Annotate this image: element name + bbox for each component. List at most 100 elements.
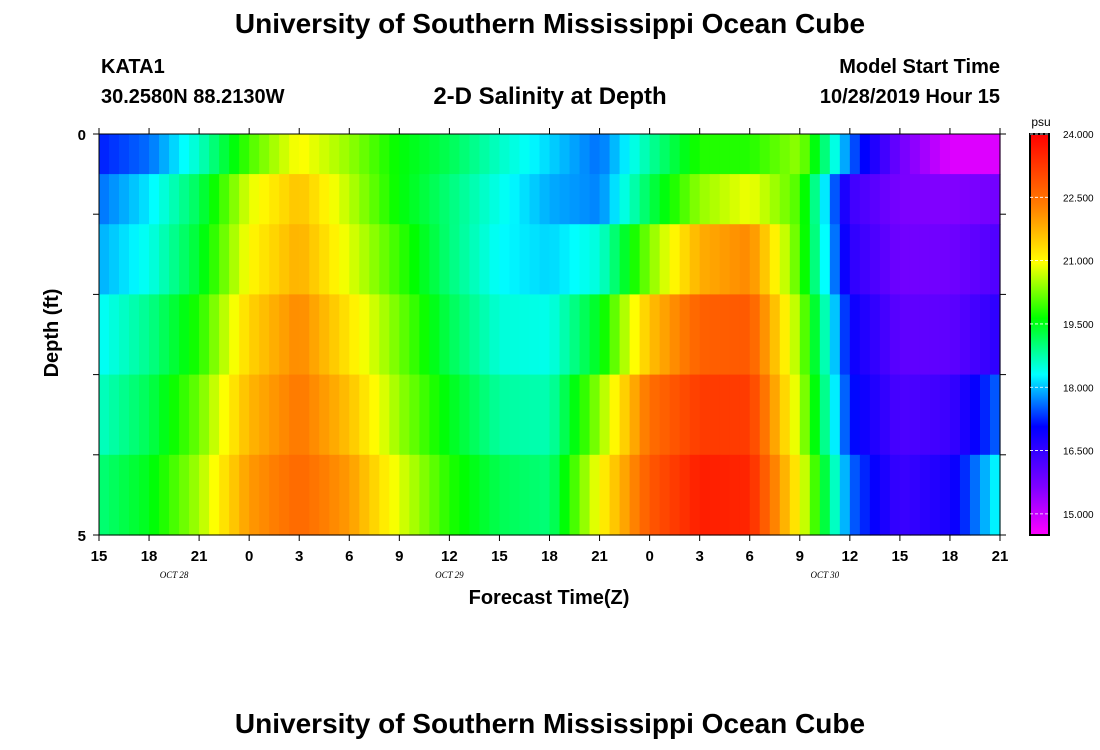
heatmap-cell: [639, 374, 651, 456]
heatmap-cell: [99, 294, 110, 376]
heatmap-cell: [159, 174, 170, 225]
heatmap-cell: [599, 374, 611, 456]
heatmap-cell: [279, 174, 290, 225]
heatmap-cell: [309, 224, 320, 295]
heatmap-cell: [479, 454, 491, 536]
heatmap-cell: [569, 374, 581, 456]
heatmap-cell: [209, 224, 220, 295]
heatmap-cell: [319, 454, 330, 536]
heatmap-cell: [909, 224, 921, 295]
heatmap-cell: [379, 174, 390, 225]
date-label: OCT 28: [160, 570, 189, 580]
x-tick-label: 21: [591, 548, 608, 565]
heatmap-cell: [749, 374, 761, 456]
heatmap-cell: [519, 374, 531, 456]
heatmap-cell: [389, 454, 400, 536]
heatmap-cell: [229, 224, 240, 295]
heatmap-cell: [789, 224, 801, 295]
heatmap-cell: [559, 174, 571, 225]
heatmap-cell: [979, 294, 991, 376]
heatmap-cell: [769, 174, 781, 225]
heatmap-cell: [319, 134, 330, 175]
heatmap-cell: [919, 294, 931, 376]
heatmap-cell: [669, 374, 681, 456]
heatmap-cell: [169, 454, 180, 536]
heatmap-cell: [399, 454, 410, 536]
heatmap-cell: [679, 174, 691, 225]
heatmap-cell: [829, 294, 841, 376]
heatmap-cell: [149, 174, 160, 225]
heatmap-cell: [719, 374, 731, 456]
heatmap-cell: [799, 224, 811, 295]
heatmap-cell: [789, 294, 801, 376]
heatmap-cell: [419, 224, 430, 295]
heatmap-cell: [709, 174, 721, 225]
heatmap-cell: [549, 454, 561, 536]
heatmap-cell: [619, 224, 631, 295]
heatmap-cell: [289, 374, 300, 456]
heatmap-cell: [939, 454, 951, 536]
x-tick-label: 0: [645, 548, 653, 565]
heatmap-cell: [529, 374, 541, 456]
heatmap-cell: [869, 454, 881, 536]
heatmap-cell: [729, 374, 741, 456]
heatmap-cell: [159, 294, 170, 376]
heatmap-cell: [769, 134, 781, 175]
heatmap-cell: [699, 294, 711, 376]
heatmap-cell: [449, 224, 460, 295]
heatmap-cell: [119, 224, 130, 295]
heatmap-cell: [899, 174, 911, 225]
heatmap-cell: [739, 454, 751, 536]
heatmap-cell: [509, 454, 521, 536]
heatmap-cell: [499, 454, 511, 536]
heatmap-cell: [649, 224, 661, 295]
heatmap-cell: [389, 294, 400, 376]
heatmap-cell: [299, 224, 310, 295]
x-tick-label: 18: [942, 548, 959, 565]
heatmap-cell: [729, 294, 741, 376]
heatmap-cell: [729, 174, 741, 225]
heatmap-cell: [959, 134, 971, 175]
heatmap-cell: [189, 454, 200, 536]
heatmap-cell: [259, 294, 270, 376]
heatmap-cell: [279, 224, 290, 295]
heatmap-cell: [929, 294, 941, 376]
heatmap-cell: [439, 224, 450, 295]
heatmap-cell: [599, 294, 611, 376]
heatmap-cell: [819, 454, 831, 536]
heatmap-cell: [979, 174, 991, 225]
heatmap-cell: [799, 174, 811, 225]
heatmap-cell: [139, 224, 150, 295]
heatmap-cell: [899, 134, 911, 175]
heatmap-cell: [99, 454, 110, 536]
heatmap-cell: [529, 224, 541, 295]
heatmap-cell: [429, 294, 440, 376]
heatmap-cell: [969, 374, 981, 456]
heatmap-cell: [399, 174, 410, 225]
heatmap-cell: [179, 294, 190, 376]
heatmap-cell: [749, 294, 761, 376]
heatmap-cell: [289, 174, 300, 225]
heatmap-cell: [379, 294, 390, 376]
heatmap-cell: [429, 134, 440, 175]
heatmap-cell: [699, 454, 711, 536]
heatmap-cell: [609, 454, 621, 536]
heatmap-cell: [939, 224, 951, 295]
heatmap-cell: [919, 174, 931, 225]
heatmap-cell: [149, 454, 160, 536]
heatmap-cell: [539, 224, 551, 295]
heatmap-cell: [99, 374, 110, 456]
heatmap-cell: [819, 224, 831, 295]
heatmap-cell: [939, 134, 951, 175]
heatmap-cell: [589, 294, 601, 376]
heatmap-cell: [269, 134, 280, 175]
heatmap-cell: [689, 134, 701, 175]
heatmap-cell: [129, 174, 140, 225]
heatmap-cell: [489, 454, 501, 536]
colorbar-tick-label: 15.000: [1063, 510, 1094, 521]
heatmap-cell: [639, 224, 651, 295]
heatmap-cell: [519, 454, 531, 536]
heatmap-cell: [369, 454, 380, 536]
heatmap-cell: [969, 134, 981, 175]
heatmap-cell: [539, 174, 551, 225]
